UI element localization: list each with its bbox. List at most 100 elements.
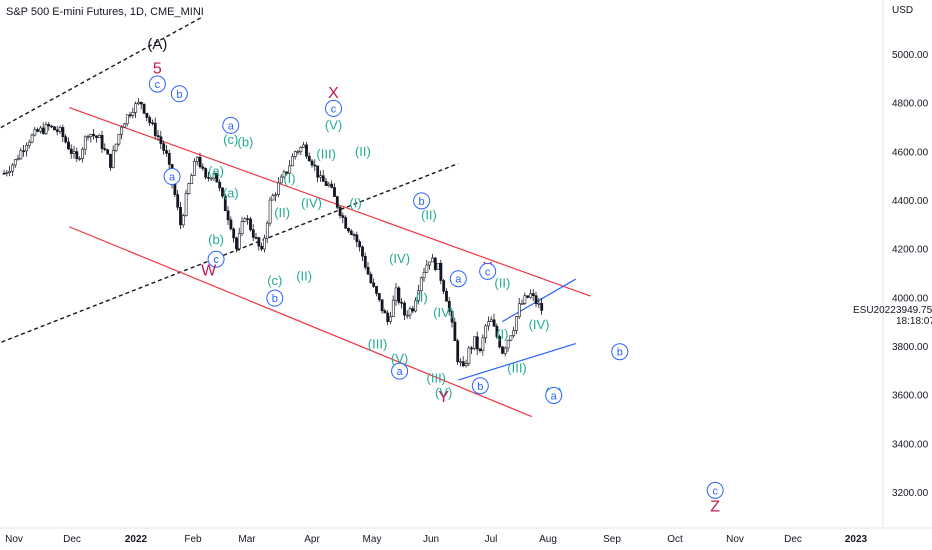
candle bbox=[151, 119, 154, 126]
candle bbox=[249, 216, 252, 232]
candle bbox=[55, 125, 59, 136]
candle bbox=[61, 124, 65, 142]
svg-text:c: c bbox=[331, 103, 337, 115]
svg-text:a: a bbox=[397, 366, 404, 378]
candle bbox=[279, 174, 283, 184]
wave-label: (V) bbox=[391, 351, 408, 366]
candle bbox=[165, 144, 168, 157]
candle bbox=[95, 135, 98, 143]
time-tick-label: Aug bbox=[539, 534, 557, 545]
candle bbox=[333, 183, 336, 197]
candle bbox=[235, 236, 238, 253]
price-tick-label: 4800.00 bbox=[892, 99, 929, 110]
candle bbox=[442, 278, 446, 295]
svg-text:(I): (I) bbox=[283, 171, 295, 186]
svg-text:(a): (a) bbox=[208, 164, 224, 179]
candle bbox=[313, 159, 317, 172]
candle bbox=[503, 346, 507, 357]
candle bbox=[526, 295, 530, 299]
price-tick-label: 3800.00 bbox=[892, 342, 929, 353]
candle bbox=[310, 159, 314, 168]
candle bbox=[103, 143, 107, 152]
wave-label: (c) bbox=[223, 132, 238, 147]
candle bbox=[260, 242, 264, 252]
price-axis[interactable]: USD 5000.00 4800.00 4600.00 4400.00 4200.00 4… bbox=[853, 0, 932, 528]
candle bbox=[47, 122, 51, 131]
svg-text:(II): (II) bbox=[296, 268, 312, 283]
channel-lines bbox=[69, 106, 591, 418]
candle bbox=[72, 145, 76, 159]
candle bbox=[218, 179, 222, 192]
red-channel-line bbox=[69, 226, 532, 418]
wave-label: X bbox=[328, 85, 339, 102]
candle bbox=[100, 130, 104, 153]
candle bbox=[422, 267, 426, 282]
candle bbox=[254, 233, 258, 240]
candle bbox=[69, 144, 73, 159]
candle bbox=[285, 171, 289, 176]
time-axis[interactable]: Nov Dec 2022 Feb Mar Apr May Jun Jul Aug Sep Oct Nov… bbox=[0, 527, 932, 545]
candle bbox=[142, 103, 146, 115]
time-tick-label: Feb bbox=[184, 534, 202, 545]
chart-title: S&P 500 E-mini Futures, 1D, CME_MINI bbox=[6, 6, 204, 18]
candle bbox=[209, 177, 213, 182]
time-tick-label: Jun bbox=[423, 534, 439, 545]
time-tick-label: Dec bbox=[784, 534, 802, 545]
candle bbox=[470, 346, 474, 355]
candle bbox=[531, 289, 535, 302]
wave-label: c bbox=[148, 75, 166, 93]
time-tick-label: 2022 bbox=[125, 534, 148, 545]
candle bbox=[39, 125, 42, 134]
candle bbox=[366, 261, 370, 275]
svg-text:b: b bbox=[176, 89, 182, 101]
svg-text:(IV): (IV) bbox=[301, 195, 322, 210]
candle bbox=[246, 215, 250, 225]
time-tick-label: Nov bbox=[5, 534, 23, 545]
candle bbox=[114, 143, 118, 153]
svg-text:(III): (III) bbox=[427, 370, 447, 385]
wave-label: (II) bbox=[296, 268, 312, 283]
candle bbox=[484, 324, 488, 343]
svg-text:(b): (b) bbox=[237, 134, 253, 149]
candle bbox=[25, 142, 28, 157]
candle bbox=[445, 288, 448, 302]
wave-label: c bbox=[479, 262, 497, 280]
candle bbox=[89, 133, 93, 143]
candle bbox=[523, 292, 527, 305]
candle bbox=[335, 195, 339, 210]
candle bbox=[361, 245, 364, 262]
candle bbox=[501, 345, 504, 355]
candle bbox=[296, 150, 300, 155]
candle bbox=[19, 147, 23, 160]
candle bbox=[464, 359, 468, 368]
wave-label: (IV) bbox=[301, 195, 322, 210]
candle bbox=[383, 308, 387, 314]
candle bbox=[5, 169, 9, 177]
svg-text:Z: Z bbox=[710, 498, 720, 515]
candle bbox=[349, 229, 353, 236]
candle bbox=[358, 239, 362, 252]
svg-text:(II): (II) bbox=[274, 205, 290, 220]
candle bbox=[492, 313, 496, 327]
candle bbox=[302, 141, 306, 148]
candle bbox=[529, 289, 532, 299]
candle bbox=[419, 276, 423, 297]
candle bbox=[537, 297, 541, 308]
candle bbox=[408, 306, 412, 319]
candle bbox=[405, 310, 409, 319]
wave-label: c bbox=[207, 250, 225, 268]
candle bbox=[436, 262, 440, 270]
wave-label: (b) bbox=[208, 232, 224, 247]
svg-text:(I): (I) bbox=[349, 195, 361, 210]
wave-label: b bbox=[471, 377, 489, 395]
candle bbox=[305, 141, 308, 159]
candle bbox=[33, 126, 37, 137]
candle bbox=[344, 215, 348, 229]
candle bbox=[81, 146, 84, 163]
wave-label: (a) bbox=[223, 186, 239, 201]
candle bbox=[83, 135, 87, 156]
candle bbox=[120, 125, 124, 140]
candle bbox=[277, 177, 280, 198]
